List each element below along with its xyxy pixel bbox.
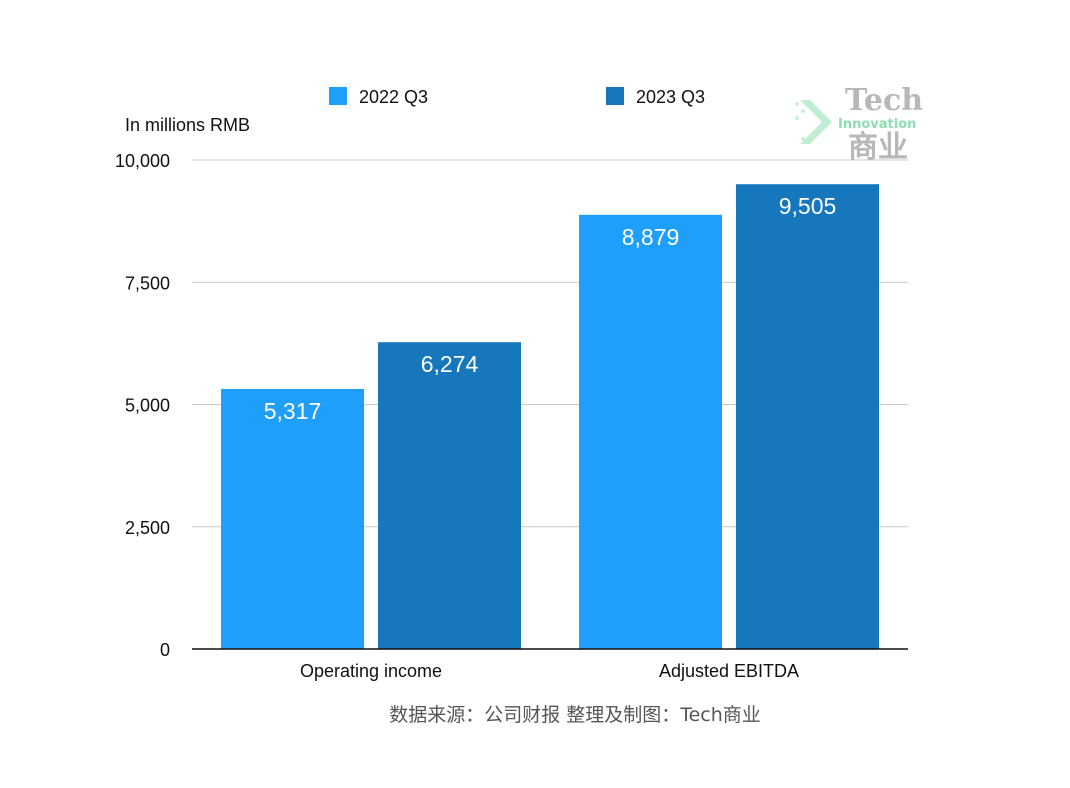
legend-label-2023-q3: 2023 Q3 (636, 87, 705, 107)
y-tick-label: 7,500 (125, 273, 170, 293)
data-label: 5,317 (264, 398, 322, 424)
legend-label-2022-q3: 2022 Q3 (359, 87, 428, 107)
bar-2023-q3-operating-income (378, 342, 521, 649)
data-labels: 5,317 6,274 8,879 9,505 (264, 193, 837, 424)
x-axis-categories: Operating income Adjusted EBITDA (300, 661, 799, 681)
legend: 2022 Q3 2023 Q3 (329, 87, 705, 107)
legend-swatch-2023-q3 (606, 87, 624, 105)
watermark-logo: Tech Innovation 商业 (795, 83, 923, 165)
watermark-arrow-icon (795, 100, 832, 144)
watermark-tech: Tech (845, 83, 923, 118)
bar-2022-q3-operating-income (221, 388, 364, 649)
y-axis-ticks: 0 2,500 5,000 7,500 10,000 (115, 151, 170, 660)
bar-2022-q3-adjusted-ebitda (579, 214, 722, 649)
y-tick-label: 5,000 (125, 396, 170, 416)
data-label: 6,274 (421, 351, 479, 377)
watermark-innovation: Innovation (838, 117, 916, 132)
bar-2023-q3-adjusted-ebitda (736, 184, 879, 649)
data-label: 9,505 (779, 193, 837, 219)
y-axis-unit-label: In millions RMB (125, 115, 250, 135)
data-label: 8,879 (622, 224, 680, 250)
x-category-label: Operating income (300, 661, 442, 681)
legend-swatch-2022-q3 (329, 87, 347, 105)
y-tick-label: 0 (160, 640, 170, 660)
bars (221, 184, 879, 649)
y-tick-label: 10,000 (115, 151, 170, 171)
watermark-shangye: 商业 (848, 130, 908, 165)
y-tick-label: 2,500 (125, 518, 170, 538)
source-note: 数据来源：公司财报 整理及制图：Tech商业 (389, 704, 761, 726)
x-category-label: Adjusted EBITDA (659, 661, 799, 681)
